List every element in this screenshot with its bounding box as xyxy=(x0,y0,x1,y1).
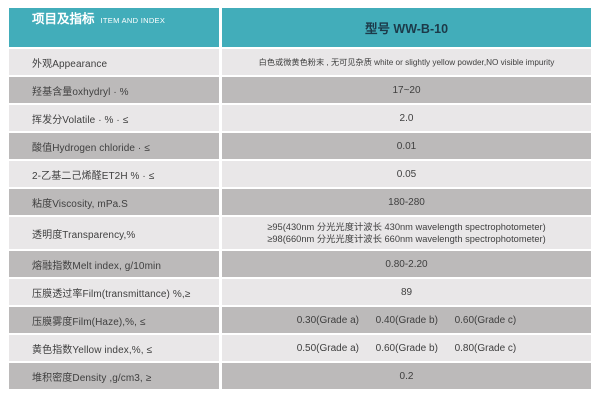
table-row-density: 堆积密度Density ,g/cm3, ≥ 0.2 xyxy=(9,363,591,389)
header-left-subtitle: ITEM AND INDEX xyxy=(100,16,166,25)
row-value: 2.0 xyxy=(222,105,591,131)
header-model-cell: 型号 WW-B-10 xyxy=(222,8,591,47)
row-value: ≥95(430nm 分光光度计波长 430nm wavelength spect… xyxy=(222,217,591,249)
row-label: 羟基含量oxhydryl · % xyxy=(9,77,219,103)
table-row-film-haze: 压膜雾度Film(Haze),%, ≤ 0.30(Grade a) 0.40(G… xyxy=(9,307,591,333)
row-value: 白色或微黄色粉末 , 无可见杂质 white or slightly yello… xyxy=(222,49,591,75)
row-label: 透明度Transparency,% xyxy=(9,217,219,249)
row-label: 外观Appearance xyxy=(9,49,219,75)
row-label: 堆积密度Density ,g/cm3, ≥ xyxy=(9,363,219,389)
header-left-title: 项目及指标 xyxy=(32,12,95,26)
row-value: 0.30(Grade a) 0.40(Grade b) 0.60(Grade c… xyxy=(222,307,591,333)
row-value: 0.50(Grade a) 0.60(Grade b) 0.80(Grade c… xyxy=(222,335,591,361)
row-label: 压膜透过率Film(transmittance) %,≥ xyxy=(9,279,219,305)
row-label: 2-乙基二己烯醛ET2H % · ≤ xyxy=(9,161,219,187)
row-label: 挥发分Volatile · % · ≤ xyxy=(9,105,219,131)
table-header-row: 项目及指标 ITEM AND INDEX 型号 WW-B-10 xyxy=(9,8,591,47)
row-label: 粘度Viscosity, mPa.S xyxy=(9,189,219,215)
row-value: 0.05 xyxy=(222,161,591,187)
row-value: 0.2 xyxy=(222,363,591,389)
table-row-melt-index: 熔融指数Melt index, g/10min 0.80-2.20 xyxy=(9,251,591,277)
header-model-title: 型号 WW-B-10 xyxy=(364,22,449,36)
table-row-film-transmittance: 压膜透过率Film(transmittance) %,≥ 89 xyxy=(9,279,591,305)
table-row-volatile: 挥发分Volatile · % · ≤ 2.0 xyxy=(9,105,591,131)
row-value: 89 xyxy=(222,279,591,305)
header-item-index-cell: 项目及指标 ITEM AND INDEX xyxy=(9,8,219,47)
row-value: 0.80-2.20 xyxy=(222,251,591,277)
row-value: 17~20 xyxy=(222,77,591,103)
table-row-appearance: 外观Appearance 白色或微黄色粉末 , 无可见杂质 white or s… xyxy=(9,49,591,75)
table-row-transparency: 透明度Transparency,% ≥95(430nm 分光光度计波长 430n… xyxy=(9,217,591,249)
row-value: 0.01 xyxy=(222,133,591,159)
row-label: 黄色指数Yellow index,%, ≤ xyxy=(9,335,219,361)
table-row-hydrogen-chloride: 酸值Hydrogen chloride · ≤ 0.01 xyxy=(9,133,591,159)
table-row-oxhydryl: 羟基含量oxhydryl · % 17~20 xyxy=(9,77,591,103)
row-label: 酸值Hydrogen chloride · ≤ xyxy=(9,133,219,159)
table-row-et2h: 2-乙基二己烯醛ET2H % · ≤ 0.05 xyxy=(9,161,591,187)
row-value: 180-280 xyxy=(222,189,591,215)
row-label: 熔融指数Melt index, g/10min xyxy=(9,251,219,277)
table-row-yellow-index: 黄色指数Yellow index,%, ≤ 0.50(Grade a) 0.60… xyxy=(9,335,591,361)
table-row-viscosity: 粘度Viscosity, mPa.S 180-280 xyxy=(9,189,591,215)
row-label: 压膜雾度Film(Haze),%, ≤ xyxy=(9,307,219,333)
